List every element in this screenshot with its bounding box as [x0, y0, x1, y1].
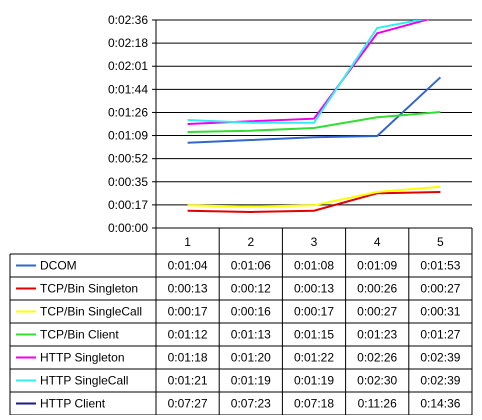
table-cell: 0:00:13: [294, 282, 334, 296]
table-cell: 0:02:30: [357, 374, 397, 388]
y-tick-label: 0:00:52: [108, 152, 148, 166]
table-cell: 0:01:09: [357, 259, 397, 273]
table-cell: 0:01:53: [420, 259, 460, 273]
table-cell: 0:00:12: [231, 282, 271, 296]
y-tick-label: 0:02:36: [108, 13, 148, 27]
table-cell: 0:02:26: [357, 351, 397, 365]
y-tick-label: 0:00:00: [108, 221, 148, 235]
y-tick-label: 0:02:01: [108, 59, 148, 73]
column-header: 5: [437, 235, 444, 249]
column-header: 1: [184, 235, 191, 249]
column-header: 4: [374, 235, 381, 249]
legend-label: DCOM: [40, 259, 77, 273]
table-cell: 0:01:27: [420, 328, 460, 342]
table-cell: 0:01:08: [294, 259, 334, 273]
table-cell: 0:02:39: [420, 351, 460, 365]
legend-label: TCP/Bin Client: [40, 328, 119, 342]
table-cell: 0:07:27: [168, 397, 208, 411]
table-cell: 0:01:20: [231, 351, 271, 365]
legend-label: HTTP SingleCall: [40, 374, 128, 388]
table-cell: 0:00:13: [168, 282, 208, 296]
series-line-2: [187, 191, 441, 214]
table-cell: 0:00:26: [357, 282, 397, 296]
table-cell: 0:01:13: [231, 328, 271, 342]
series-lines: [187, 20, 442, 214]
table-cell: 0:01:19: [231, 374, 271, 388]
table-cell: 0:01:21: [168, 374, 208, 388]
gridlines: [155, 19, 472, 228]
table-cell: 0:00:17: [294, 305, 334, 319]
series-line-4: [187, 111, 441, 133]
y-axis-ticks: 0:00:00 0:00:17 0:00:35 0:00:52 0:01:09 0:01:…: [108, 13, 156, 235]
series-line-6: [187, 20, 425, 124]
y-tick-label: 0:01:44: [108, 82, 148, 96]
table-cell: 0:00:31: [420, 305, 460, 319]
series-line-3: [187, 185, 441, 208]
table-cell: 0:01:04: [168, 259, 208, 273]
table-cell: 0:00:17: [168, 305, 208, 319]
table-cell: 0:00:27: [420, 282, 460, 296]
y-tick-label: 0:02:18: [108, 36, 148, 50]
table-cell: 0:02:39: [420, 374, 460, 388]
y-tick-label: 0:00:17: [108, 198, 148, 212]
column-header: 2: [247, 235, 254, 249]
series-line-1: [187, 76, 442, 144]
table-cell: 0:01:22: [294, 351, 334, 365]
table-cell: 0:14:36: [420, 397, 460, 411]
y-tick-label: 0:01:09: [108, 129, 148, 143]
table-cell: 0:01:18: [168, 351, 208, 365]
table-cell: 0:07:18: [294, 397, 334, 411]
table-cell: 0:01:06: [231, 259, 271, 273]
data-table: 1 2 3 4 5 DCOM 0:01:04 0:01:06 0:01:08 0:01:09 0:0…: [9, 227, 473, 416]
table-cell: 0:01:12: [168, 328, 208, 342]
table-cell: 0:00:27: [357, 305, 397, 319]
table-cell: 0:01:23: [357, 328, 397, 342]
series-line-5: [187, 20, 430, 125]
table-cell: 0:11:26: [358, 397, 397, 411]
legend-label: TCP/Bin SingleCall: [40, 305, 142, 319]
y-tick-label: 0:01:26: [108, 105, 148, 119]
column-header: 3: [311, 235, 318, 249]
y-tick-label: 0:00:35: [108, 175, 148, 189]
legend-label: HTTP Singleton: [40, 351, 125, 365]
table-cell: 0:07:23: [231, 397, 271, 411]
table-cell: 0:01:19: [294, 374, 334, 388]
table-cell: 0:00:16: [231, 305, 271, 319]
table-cell: 0:01:15: [294, 328, 334, 342]
legend-label: TCP/Bin Singleton: [40, 282, 138, 296]
legend-label: HTTP Client: [40, 397, 106, 411]
